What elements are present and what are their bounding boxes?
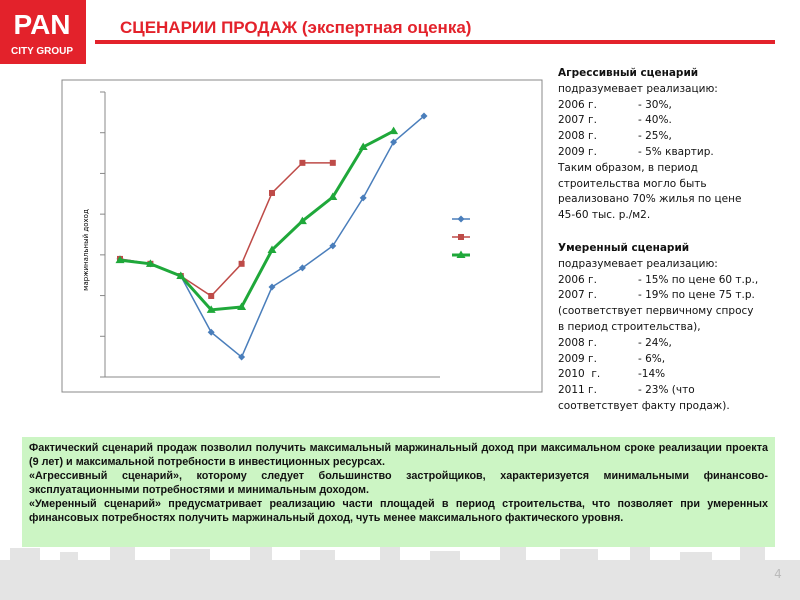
side-line: 2009 г. - 5% квартир. <box>558 146 793 160</box>
slide-title: СЦЕНАРИИ ПРОДАЖ (экспертная оценка) <box>120 18 471 37</box>
summary-paragraph: «Умеренный сценарий» предусматривает реа… <box>29 498 768 524</box>
point <box>115 255 125 264</box>
year: 2007 г. <box>558 114 597 127</box>
summary-paragraph: «Агрессивный сценарий», которому следует… <box>29 470 768 496</box>
side-line: Умеренный сценарий <box>558 242 690 254</box>
side-text: -14% <box>638 368 666 381</box>
side-text: - 40%. <box>638 114 672 127</box>
point <box>458 234 464 240</box>
point <box>298 264 306 272</box>
side-line: 2008 г. - 25%, <box>558 130 793 144</box>
side-line: 2007 г. - 40%. <box>558 114 793 128</box>
point <box>237 302 247 310</box>
side-line: строительства могло быть <box>558 177 707 190</box>
page-number: 4 <box>774 567 782 581</box>
side-text: Агрессивный сценарий подразумевает реализ… <box>558 0 793 430</box>
chart-frame <box>61 79 543 393</box>
side-line: 2011 г. - 23% (что <box>558 384 793 398</box>
side-line: реализовано 70% жилья по цене <box>558 193 742 206</box>
side-text: - 5% квартир. <box>638 146 714 158</box>
series-line <box>119 129 395 312</box>
point <box>238 260 245 267</box>
point <box>420 112 428 120</box>
side-text: - 24%, <box>638 336 672 349</box>
side-line: 45-60 тыс. р./м2. <box>558 209 651 222</box>
year: 2008 г. <box>558 130 597 143</box>
side-line: 2006 г. - 15% по цене 60 т.р., <box>558 274 793 288</box>
side-line: соответствует факту продаж). <box>558 400 730 412</box>
side-line: в период строительства), <box>558 321 701 333</box>
year: 2009 г. <box>558 146 597 158</box>
logo-box <box>0 0 86 64</box>
skyline <box>0 543 800 600</box>
side-line: (соответствует первичному спросу <box>558 305 754 318</box>
side-text: - 25%, <box>638 130 672 143</box>
point <box>238 353 246 361</box>
side-line: 2010 г. -14% <box>558 368 793 382</box>
side-text: - 23% (что <box>638 384 695 397</box>
point <box>359 194 367 202</box>
point <box>145 259 155 267</box>
point <box>328 192 338 201</box>
side-text: - 15% по цене 60 т.р., <box>638 273 759 286</box>
side-text: - 19% по цене 75 т.р. <box>638 289 755 302</box>
point <box>176 271 186 280</box>
point <box>456 250 466 258</box>
point <box>358 142 368 150</box>
point <box>267 245 277 253</box>
point <box>329 159 336 166</box>
title-rule <box>95 40 775 44</box>
point <box>329 242 337 250</box>
point <box>268 283 276 291</box>
point <box>206 305 216 313</box>
chart <box>100 91 470 378</box>
side-text: - 30%, <box>638 98 672 111</box>
year: 2011 г. <box>558 384 597 397</box>
year: 2007 г. <box>558 289 597 302</box>
point <box>269 189 275 196</box>
point <box>207 328 215 336</box>
year: 2010 г. <box>558 368 601 381</box>
point <box>457 215 465 223</box>
point <box>297 216 307 225</box>
year: 2009 г. <box>558 352 597 365</box>
side-line: 2008 г. - 24%, <box>558 337 793 351</box>
point <box>390 138 398 146</box>
summary-box: Фактический сценарий продаж позволил пол… <box>22 437 775 547</box>
side-line: Агрессивный сценарий <box>558 67 699 79</box>
y-axis-label: маржинальный доход <box>82 209 90 291</box>
side-text: - 6%, <box>638 352 666 365</box>
year: 2008 г. <box>558 336 597 349</box>
side-line: 2007 г. - 19% по цене 75 т.р. <box>558 289 793 303</box>
side-line: подразумевает реализацию: <box>558 82 718 95</box>
side-line: Таким образом, в период <box>558 161 698 174</box>
year: 2006 г. <box>558 98 597 111</box>
year: 2006 г. <box>558 273 597 286</box>
logo-subtitle: CITY GROUP <box>11 46 73 57</box>
summary-paragraph: Фактический сценарий продаж позволил пол… <box>29 442 768 468</box>
point <box>208 292 215 299</box>
point <box>299 159 306 166</box>
side-line: 2009 г. - 6%, <box>558 353 793 367</box>
point <box>389 126 399 135</box>
side-line: подразумевает реализацию: <box>558 257 718 270</box>
logo-text: PAN <box>13 9 70 40</box>
side-line: 2006 г. - 30%, <box>558 99 793 113</box>
